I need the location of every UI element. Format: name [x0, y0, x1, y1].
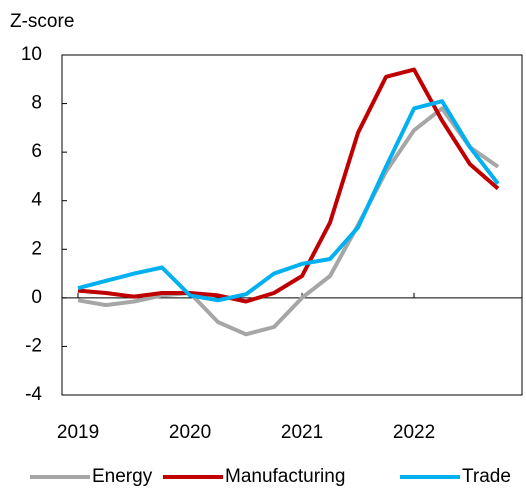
series-line [77, 67, 500, 304]
plot-area [61, 54, 523, 396]
y-tick-label: 8 [31, 93, 42, 114]
y-tick-label: 2 [31, 238, 42, 259]
x-tick-label: 2021 [281, 422, 323, 443]
y-axis-label: Z-score [10, 11, 74, 32]
y-tick-label: 0 [31, 287, 42, 308]
legend-label: Manufacturing [225, 466, 345, 487]
x-tick-label: 2022 [393, 422, 435, 443]
x-tick-label: 2019 [57, 422, 99, 443]
y-tick-label: 6 [31, 141, 42, 162]
legend-label: Trade [462, 466, 511, 487]
legend-label: Energy [92, 466, 153, 487]
series-line [77, 99, 500, 303]
x-tick-label: 2020 [169, 422, 211, 443]
y-tick-label: 4 [31, 190, 42, 211]
series-line [77, 106, 500, 337]
y-tick-label: -2 [25, 335, 42, 356]
y-tick-label: -4 [25, 384, 42, 405]
y-tick-label: 10 [21, 44, 42, 65]
